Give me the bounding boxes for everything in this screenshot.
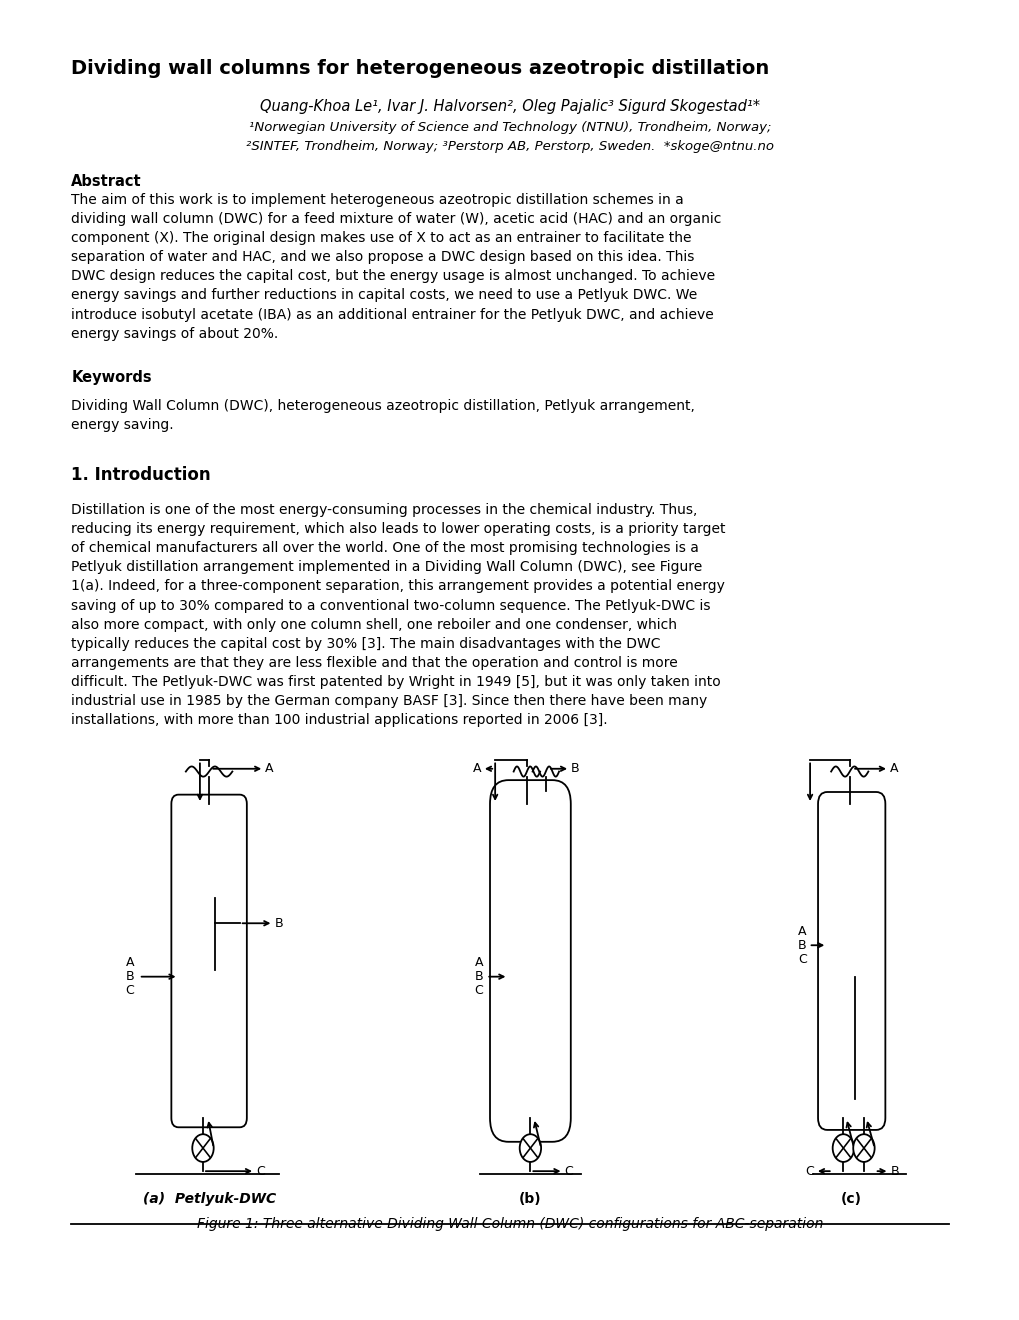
Text: arrangements are that they are less flexible and that the operation and control : arrangements are that they are less flex… [71, 656, 678, 671]
FancyBboxPatch shape [171, 795, 247, 1127]
Text: C: C [474, 983, 483, 997]
Text: A: A [889, 762, 898, 775]
Text: A: A [265, 762, 274, 775]
Circle shape [832, 1134, 853, 1162]
Text: energy saving.: energy saving. [71, 417, 174, 432]
Text: (b): (b) [519, 1192, 541, 1206]
Text: Keywords: Keywords [71, 370, 152, 384]
Text: also more compact, with only one column shell, one reboiler and one condenser, w: also more compact, with only one column … [71, 618, 677, 632]
Text: 1. Introduction: 1. Introduction [71, 466, 211, 484]
Text: C: C [125, 983, 135, 997]
Text: B: B [274, 917, 283, 929]
Text: energy savings and further reductions in capital costs, we need to use a Petlyuk: energy savings and further reductions in… [71, 288, 697, 302]
Text: reducing its energy requirement, which also leads to lower operating costs, is a: reducing its energy requirement, which a… [71, 521, 726, 536]
Text: B: B [890, 1164, 898, 1177]
Text: 1(a). Indeed, for a three-component separation, this arrangement provides a pote: 1(a). Indeed, for a three-component sepa… [71, 579, 725, 594]
Text: Distillation is one of the most energy-consuming processes in the chemical indus: Distillation is one of the most energy-c… [71, 503, 697, 517]
Text: Dividing Wall Column (DWC), heterogeneous azeotropic distillation, Petlyuk arran: Dividing Wall Column (DWC), heterogeneou… [71, 399, 695, 413]
Text: C: C [797, 953, 806, 966]
Text: ²SINTEF, Trondheim, Norway; ³Perstorp AB, Perstorp, Sweden.  *skoge@ntnu.no: ²SINTEF, Trondheim, Norway; ³Perstorp AB… [246, 140, 773, 153]
Text: energy savings of about 20%.: energy savings of about 20%. [71, 326, 278, 341]
Text: component (X). The original design makes use of X to act as an entrainer to faci: component (X). The original design makes… [71, 231, 691, 246]
Text: dividing wall column (DWC) for a feed mixture of water (W), acetic acid (HAC) an: dividing wall column (DWC) for a feed mi… [71, 211, 721, 226]
Text: industrial use in 1985 by the German company BASF [3]. Since then there have bee: industrial use in 1985 by the German com… [71, 694, 707, 709]
Text: A: A [798, 925, 806, 939]
Text: B: B [571, 762, 579, 775]
Text: A: A [474, 956, 483, 969]
Text: Abstract: Abstract [71, 174, 142, 189]
Text: ¹Norwegian University of Science and Technology (NTNU), Trondheim, Norway;: ¹Norwegian University of Science and Tec… [249, 121, 770, 135]
Text: Dividing wall columns for heterogeneous azeotropic distillation: Dividing wall columns for heterogeneous … [71, 59, 769, 78]
Text: C: C [564, 1164, 573, 1177]
Text: B: B [474, 970, 483, 983]
Text: of chemical manufacturers all over the world. One of the most promising technolo: of chemical manufacturers all over the w… [71, 541, 699, 556]
Text: DWC design reduces the capital cost, but the energy usage is almost unchanged. T: DWC design reduces the capital cost, but… [71, 269, 714, 284]
Circle shape [193, 1134, 214, 1162]
Text: A: A [472, 762, 481, 775]
Text: saving of up to 30% compared to a conventional two-column sequence. The Petlyuk-: saving of up to 30% compared to a conven… [71, 598, 710, 612]
Text: (a)  Petlyuk-DWC: (a) Petlyuk-DWC [143, 1192, 275, 1206]
Text: (c): (c) [841, 1192, 861, 1206]
Text: Figure 1: Three alternative Dividing Wall Column (DWC) configurations for ABC-se: Figure 1: Three alternative Dividing Wal… [197, 1217, 822, 1232]
Text: Quang-Khoa Le¹, Ivar J. Halvorsen², Oleg Pajalic³ Sigurd Skogestad¹*: Quang-Khoa Le¹, Ivar J. Halvorsen², Oleg… [260, 99, 759, 114]
Text: C: C [804, 1164, 813, 1177]
Text: Petlyuk distillation arrangement implemented in a Dividing Wall Column (DWC), se: Petlyuk distillation arrangement impleme… [71, 560, 702, 574]
Circle shape [520, 1134, 541, 1162]
Text: B: B [125, 970, 135, 983]
Text: introduce isobutyl acetate (IBA) as an additional entrainer for the Petlyuk DWC,: introduce isobutyl acetate (IBA) as an a… [71, 308, 713, 322]
Text: C: C [256, 1164, 265, 1177]
Text: A: A [125, 956, 135, 969]
Text: The aim of this work is to implement heterogeneous azeotropic distillation schem: The aim of this work is to implement het… [71, 193, 684, 207]
Text: installations, with more than 100 industrial applications reported in 2006 [3].: installations, with more than 100 indust… [71, 713, 607, 727]
Text: B: B [797, 939, 806, 952]
FancyBboxPatch shape [817, 792, 884, 1130]
Text: difficult. The Petlyuk-DWC was first patented by Wright in 1949 [5], but it was : difficult. The Petlyuk-DWC was first pat… [71, 675, 720, 689]
Text: typically reduces the capital cost by 30% [3]. The main disadvantages with the D: typically reduces the capital cost by 30… [71, 636, 660, 651]
Text: separation of water and HAC, and we also propose a DWC design based on this idea: separation of water and HAC, and we also… [71, 249, 694, 264]
FancyBboxPatch shape [489, 780, 571, 1142]
Circle shape [852, 1134, 874, 1162]
